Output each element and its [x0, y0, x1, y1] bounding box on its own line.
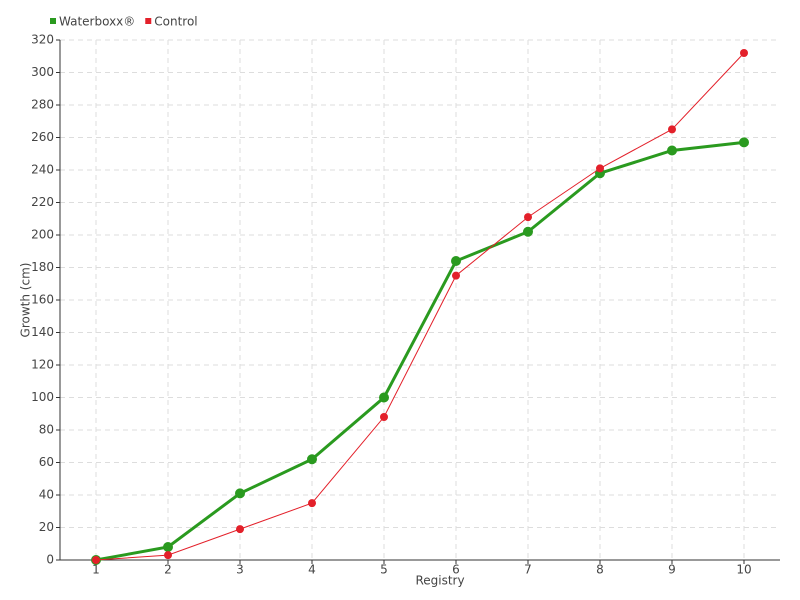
data-point — [668, 125, 676, 134]
y-tick-label: 100 — [31, 390, 54, 404]
data-point — [740, 49, 748, 57]
data-point — [596, 164, 604, 173]
series-line — [95, 140, 745, 562]
x-tick-label: 3 — [236, 563, 244, 577]
data-point — [452, 271, 460, 280]
y-tick-label: 20 — [39, 520, 54, 534]
data-point — [235, 488, 245, 499]
y-tick-label: 140 — [31, 325, 54, 339]
legend-label: Control — [154, 15, 197, 29]
x-tick-label: 9 — [668, 563, 676, 577]
y-tick-label: 40 — [39, 488, 54, 502]
data-point — [307, 454, 317, 465]
y-tick-label: 220 — [31, 195, 54, 209]
data-point — [667, 145, 677, 156]
x-tick-label: 7 — [524, 563, 532, 577]
data-point — [380, 413, 388, 421]
x-tick-label: 6 — [452, 563, 460, 577]
y-tick-label: 0 — [46, 553, 54, 567]
data-point — [739, 137, 749, 148]
series-line — [95, 52, 745, 561]
x-axis-label: Registry — [415, 574, 464, 588]
x-tick-label: 2 — [164, 563, 172, 577]
legend-swatch — [145, 18, 152, 24]
x-tick-label: 10 — [736, 563, 751, 577]
legend-label: Waterboxx® — [59, 15, 135, 29]
data-point — [451, 256, 461, 266]
data-point — [379, 392, 389, 403]
y-tick-label: 80 — [39, 423, 54, 437]
data-point — [523, 226, 533, 237]
x-tick-label: 4 — [308, 563, 316, 577]
y-tick-label: 60 — [39, 455, 54, 469]
y-tick-label: 320 — [31, 33, 54, 47]
x-tick-label: 1 — [92, 563, 100, 577]
x-tick-label: 5 — [380, 563, 388, 577]
y-tick-label: 300 — [31, 65, 54, 79]
y-tick-label: 120 — [31, 358, 54, 372]
data-point — [236, 525, 244, 534]
data-point — [163, 542, 173, 552]
data-point — [308, 499, 316, 508]
x-tick-label: 8 — [596, 563, 604, 577]
data-point — [92, 556, 100, 564]
legend-swatch — [50, 18, 56, 24]
data-point — [164, 551, 172, 560]
y-tick-label: 260 — [31, 130, 54, 144]
y-axis-label: Growth (cm) — [19, 263, 33, 338]
y-tick-label: 280 — [31, 98, 54, 112]
y-tick-label: 160 — [31, 293, 54, 307]
y-tick-label: 240 — [31, 163, 54, 177]
y-tick-label: 180 — [31, 260, 54, 274]
y-tick-label: 200 — [31, 228, 54, 242]
data-point — [524, 213, 532, 222]
